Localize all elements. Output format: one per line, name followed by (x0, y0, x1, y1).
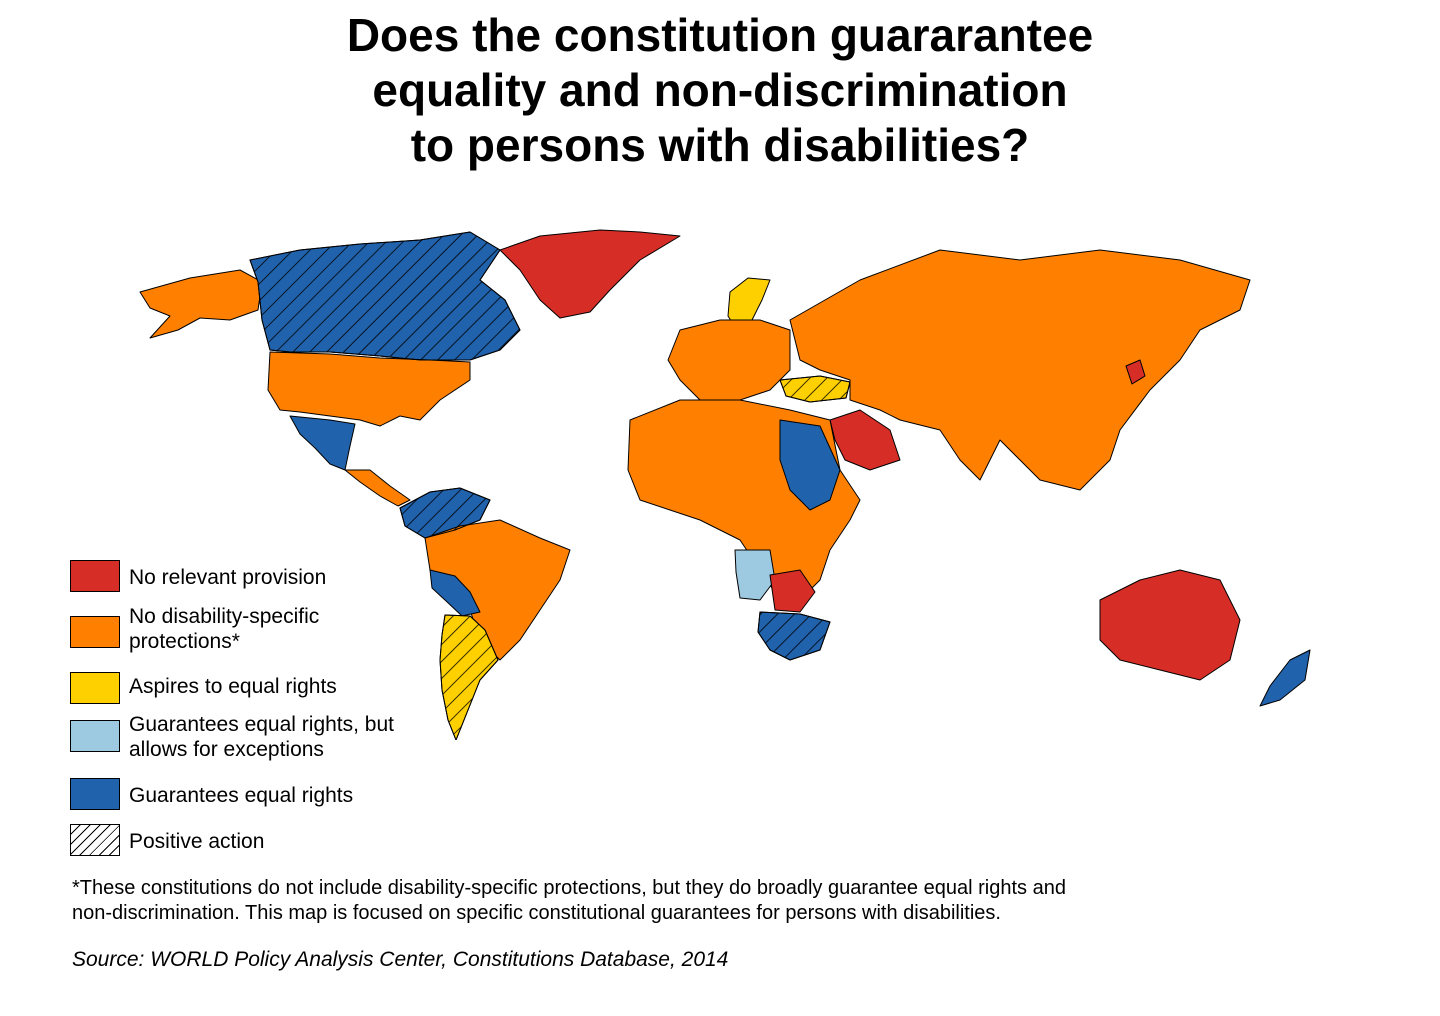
legend-swatch-aspires (70, 672, 120, 704)
legend-label-line: allows for exceptions (129, 738, 324, 761)
title-line-1: Does the constitution guararantee (346, 9, 1094, 61)
legend-swatch-no-provision (70, 560, 120, 592)
legend-label: No relevant provision (129, 565, 326, 590)
hatch-canada (249, 231, 521, 361)
legend-label-line: Aspires to equal rights (129, 675, 337, 698)
legend-swatch-positive-action (70, 824, 120, 856)
footnote: *These constitutions do not include disa… (72, 876, 1372, 926)
world-map (139, 229, 1311, 740)
map-title: Does the constitution guararantee equali… (0, 8, 1440, 173)
title-line-3: to persons with disabilities? (410, 119, 1030, 171)
footnote-line-2: non-discrimination. This map is focused … (72, 902, 1001, 924)
region-mexico (289, 415, 356, 471)
legend-swatch-exceptions (70, 720, 120, 752)
title-line-2: equality and non-discrimination (372, 64, 1068, 116)
legend-label: Positive action (129, 829, 264, 854)
legend-label-line: No relevant provision (129, 566, 327, 589)
region-russia-asia (789, 249, 1251, 491)
region-australia (1099, 569, 1241, 681)
region-central-america (344, 469, 411, 507)
legend-label: No disability-specific protections* (129, 604, 319, 654)
legend-label-line: Guarantees equal rights, but (129, 713, 395, 736)
region-angola (734, 549, 776, 601)
legend-label-line: Guarantees equal rights (129, 784, 354, 807)
legend-label: Guarantees equal rights (129, 783, 353, 808)
region-saudi-arabia (829, 409, 901, 471)
region-zambia-zimbabwe (769, 569, 816, 613)
legend-label-line: protections* (129, 630, 240, 653)
region-usa (267, 351, 471, 427)
region-europe (667, 319, 791, 401)
region-north-korea (1125, 359, 1146, 385)
legend-label: Guarantees equal rights, but allows for e… (129, 712, 394, 762)
region-greenland (499, 229, 681, 319)
region-bolivia-paraguay (429, 569, 481, 617)
region-scandinavia (727, 277, 771, 333)
legend-label-line: No disability-specific (129, 605, 320, 628)
region-new-zealand (1259, 649, 1311, 707)
hatch-south-africa (757, 611, 831, 661)
footnote-line-1: *These constitutions do not include disa… (72, 877, 1066, 899)
hatch-colombia-venezuela (399, 487, 491, 539)
hatch-turkey (779, 375, 851, 403)
legend-label-line: Positive action (129, 830, 265, 853)
source-note: Source: WORLD Policy Analysis Center, Co… (72, 948, 729, 971)
legend-swatch-guarantees (70, 778, 120, 810)
region-alaska (139, 269, 263, 339)
hatch-argentina (439, 614, 499, 740)
region-egypt-sudan (779, 419, 841, 511)
legend-swatch-no-specific (70, 616, 120, 648)
legend-label: Aspires to equal rights (129, 674, 337, 699)
